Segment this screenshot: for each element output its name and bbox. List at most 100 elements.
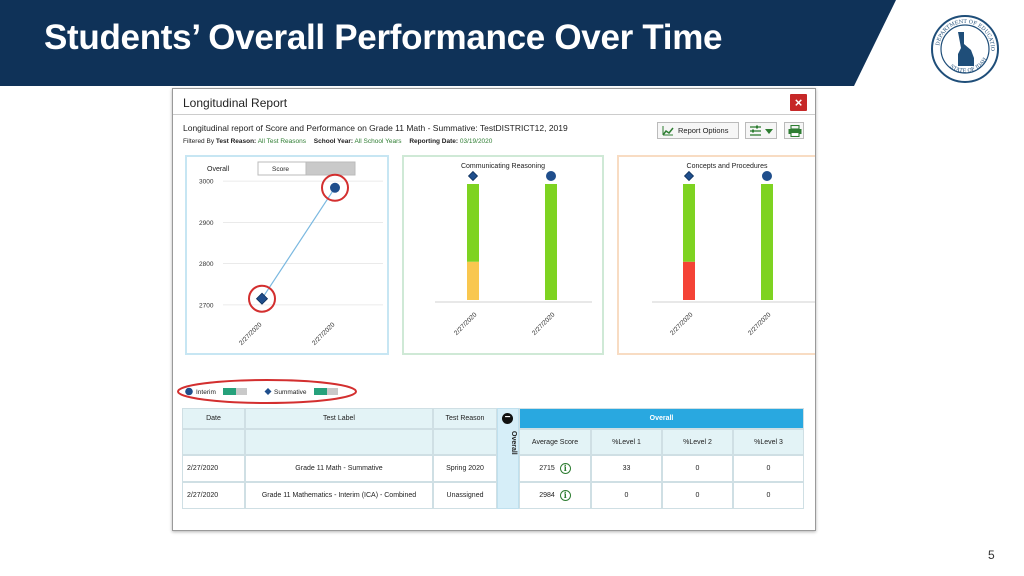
- report-subtitle: Longitudinal report of Score and Perform…: [183, 123, 568, 133]
- bar-segment: [683, 184, 695, 262]
- overall-x-ticks: 2/27/2020 2/27/2020: [238, 321, 337, 347]
- bar-x-tick-label: 2/27/2020: [453, 311, 479, 337]
- col-header-level-2: %Level 2: [662, 429, 733, 455]
- row1-level-1: 33: [591, 455, 662, 482]
- page-number: 5: [988, 548, 995, 562]
- dialog-header: Longitudinal Report ×: [173, 89, 815, 115]
- header-spacer-reason: [433, 429, 497, 455]
- overall-y-tick-label: 2800: [199, 261, 214, 268]
- slide-title: Students’ Overall Performance Over Time: [44, 18, 723, 57]
- filter-summary: Filtered By Test Reason: All Test Reason…: [183, 138, 498, 145]
- row1-test-reason: Spring 2020: [433, 455, 497, 482]
- chart-line-icon: [662, 126, 674, 136]
- filter-settings-button[interactable]: [745, 122, 777, 139]
- header-spacer-date: [182, 429, 245, 455]
- header-spacer-label: [245, 429, 433, 455]
- department-of-education-seal-icon: DEPARTMENT OF EDUCATION STATE OF IDAHO: [930, 14, 999, 83]
- summative-marker: [467, 170, 479, 182]
- row1-average-score-value: 2715: [539, 465, 555, 472]
- longitudinal-report-dialog: Longitudinal Report × Longitudinal repor…: [172, 88, 816, 531]
- overall-grid: [223, 180, 383, 306]
- overall-chart: Overall Score 3000 2900 2800 2700 2/27/2020…: [199, 161, 383, 347]
- communicating-reasoning-title: Communicating Reasoning: [461, 163, 545, 170]
- concepts-bars: [652, 170, 815, 303]
- info-icon[interactable]: i: [559, 463, 571, 474]
- interim-highlight-circle: [321, 173, 349, 202]
- col-header-test-label: Test Label: [245, 408, 433, 429]
- summative-toggle[interactable]: [314, 388, 338, 395]
- print-button[interactable]: [784, 122, 804, 139]
- row1-level-2: 0: [662, 455, 733, 482]
- bar-segment: [761, 184, 773, 300]
- concepts-procedures-chart: Concepts and Procedures 2/27/2020 2/27/20…: [652, 163, 815, 337]
- row2-average-score-value: 2984: [539, 492, 555, 499]
- overall-marks: [248, 173, 349, 313]
- row2-date: 2/27/2020: [182, 482, 245, 509]
- bar-segment: [545, 184, 557, 300]
- row1-average-score: 2715 i: [519, 455, 591, 482]
- overall-x-tick-label: 2/27/2020: [238, 321, 264, 347]
- row1-test-label: Grade 11 Math - Summative: [245, 455, 433, 482]
- interim-point: [330, 182, 340, 193]
- concepts-procedures-panel: Concepts and Procedures 2/27/2020 2/27/20…: [617, 155, 815, 355]
- communicating-reasoning-chart: Communicating Reasoning 2/27/2020 2/27/20…: [435, 163, 592, 337]
- row2-test-reason: Unassigned: [433, 482, 497, 509]
- row2-level-2: 0: [662, 482, 733, 509]
- reporting-date-value: 03/19/2020: [459, 138, 493, 145]
- overall-chart-panel: Overall Score 3000 2900 2800 2700 2/27/2020…: [185, 155, 389, 355]
- col-header-level-1: %Level 1: [591, 429, 662, 455]
- filtered-by-label: Filtered By: [183, 138, 215, 145]
- col-header-average-score: Average Score: [519, 429, 591, 455]
- interim-marker: [546, 171, 556, 181]
- bar-x-tick-label: 2/27/2020: [669, 311, 695, 337]
- col-header-test-reason: Test Reason: [433, 408, 497, 429]
- bar-segment: [683, 261, 695, 300]
- overall-y-ticks: 3000 2900 2800 2700: [199, 179, 214, 310]
- test-reason-label: Test Reason:: [215, 138, 257, 145]
- bar-segment: [467, 184, 479, 262]
- report-options-button[interactable]: Report Options: [657, 122, 739, 139]
- communicating-reasoning-panel: Communicating Reasoning 2/27/2020 2/27/20…: [402, 155, 604, 355]
- summative-marker: [683, 170, 695, 182]
- summative-highlight-circle: [248, 284, 276, 313]
- legend-graphic: Interim Summative: [177, 379, 357, 404]
- overall-chart-title: Overall: [207, 166, 230, 173]
- summative-marker-icon: [264, 388, 272, 395]
- bar-x-tick-label: 2/27/2020: [747, 311, 773, 337]
- row2-level-3: 0: [733, 482, 804, 509]
- filter-settings-icon: [750, 125, 773, 136]
- test-reason-value: All Test Reasons: [257, 138, 306, 145]
- summative-point: [255, 292, 269, 305]
- overall-collapse-toggle[interactable]: − Overall: [497, 408, 519, 509]
- row1-date: 2/27/2020: [182, 455, 245, 482]
- info-icon[interactable]: i: [559, 490, 571, 501]
- chevron-down-icon: [765, 129, 773, 134]
- title-band: Students’ Overall Performance Over Time: [0, 0, 1024, 86]
- school-year-label: School Year:: [313, 138, 354, 145]
- col-header-date: Date: [182, 408, 245, 429]
- concepts-x-ticks: 2/27/2020 2/27/2020: [669, 311, 773, 337]
- row2-average-score: 2984 i: [519, 482, 591, 509]
- overall-y-tick-label: 2700: [199, 302, 214, 309]
- overall-trend-line: [261, 187, 336, 300]
- title-band-shape: [0, 0, 896, 86]
- dialog-title: Longitudinal Report: [183, 96, 288, 110]
- col-header-level-3: %Level 3: [733, 429, 804, 455]
- interim-marker-icon: [185, 387, 193, 396]
- chart-legend: Interim Summative: [177, 379, 357, 404]
- minus-icon: −: [502, 413, 513, 424]
- legend-summative-label: Summative: [274, 389, 307, 396]
- bar-segment: [467, 261, 479, 300]
- row1-level-3: 0: [733, 455, 804, 482]
- communicating-x-ticks: 2/27/2020 2/27/2020: [453, 311, 557, 337]
- school-year-value: All School Years: [354, 138, 402, 145]
- overall-x-tick-label: 2/27/2020: [311, 321, 337, 347]
- bar-x-tick-label: 2/27/2020: [531, 311, 557, 337]
- close-button[interactable]: ×: [790, 94, 807, 111]
- interim-toggle[interactable]: [223, 388, 247, 395]
- overall-toggle-label: Overall: [510, 431, 517, 455]
- concepts-procedures-title: Concepts and Procedures: [687, 163, 768, 170]
- performance-toggle[interactable]: [305, 161, 356, 176]
- legend-highlight-circle: [177, 379, 357, 404]
